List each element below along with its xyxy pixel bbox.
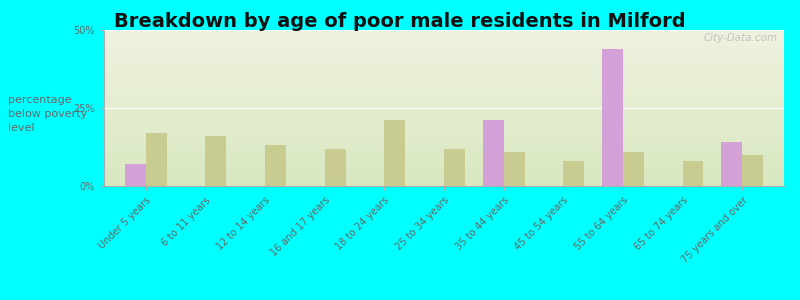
- Bar: [444, 148, 465, 186]
- Bar: [206, 136, 226, 186]
- Bar: [504, 152, 525, 186]
- Text: Breakdown by age of poor male residents in Milford: Breakdown by age of poor male residents …: [114, 12, 686, 31]
- Bar: [482, 121, 504, 186]
- Bar: [146, 133, 166, 186]
- Bar: [325, 148, 346, 186]
- Bar: [742, 155, 763, 186]
- Text: percentage
below poverty
level: percentage below poverty level: [8, 95, 87, 133]
- Bar: [602, 49, 623, 186]
- Text: City-Data.com: City-Data.com: [703, 33, 778, 43]
- Bar: [623, 152, 644, 186]
- Bar: [682, 161, 703, 186]
- Bar: [722, 142, 742, 186]
- Bar: [384, 121, 406, 186]
- Bar: [125, 164, 146, 186]
- Bar: [265, 146, 286, 186]
- Bar: [563, 161, 584, 186]
